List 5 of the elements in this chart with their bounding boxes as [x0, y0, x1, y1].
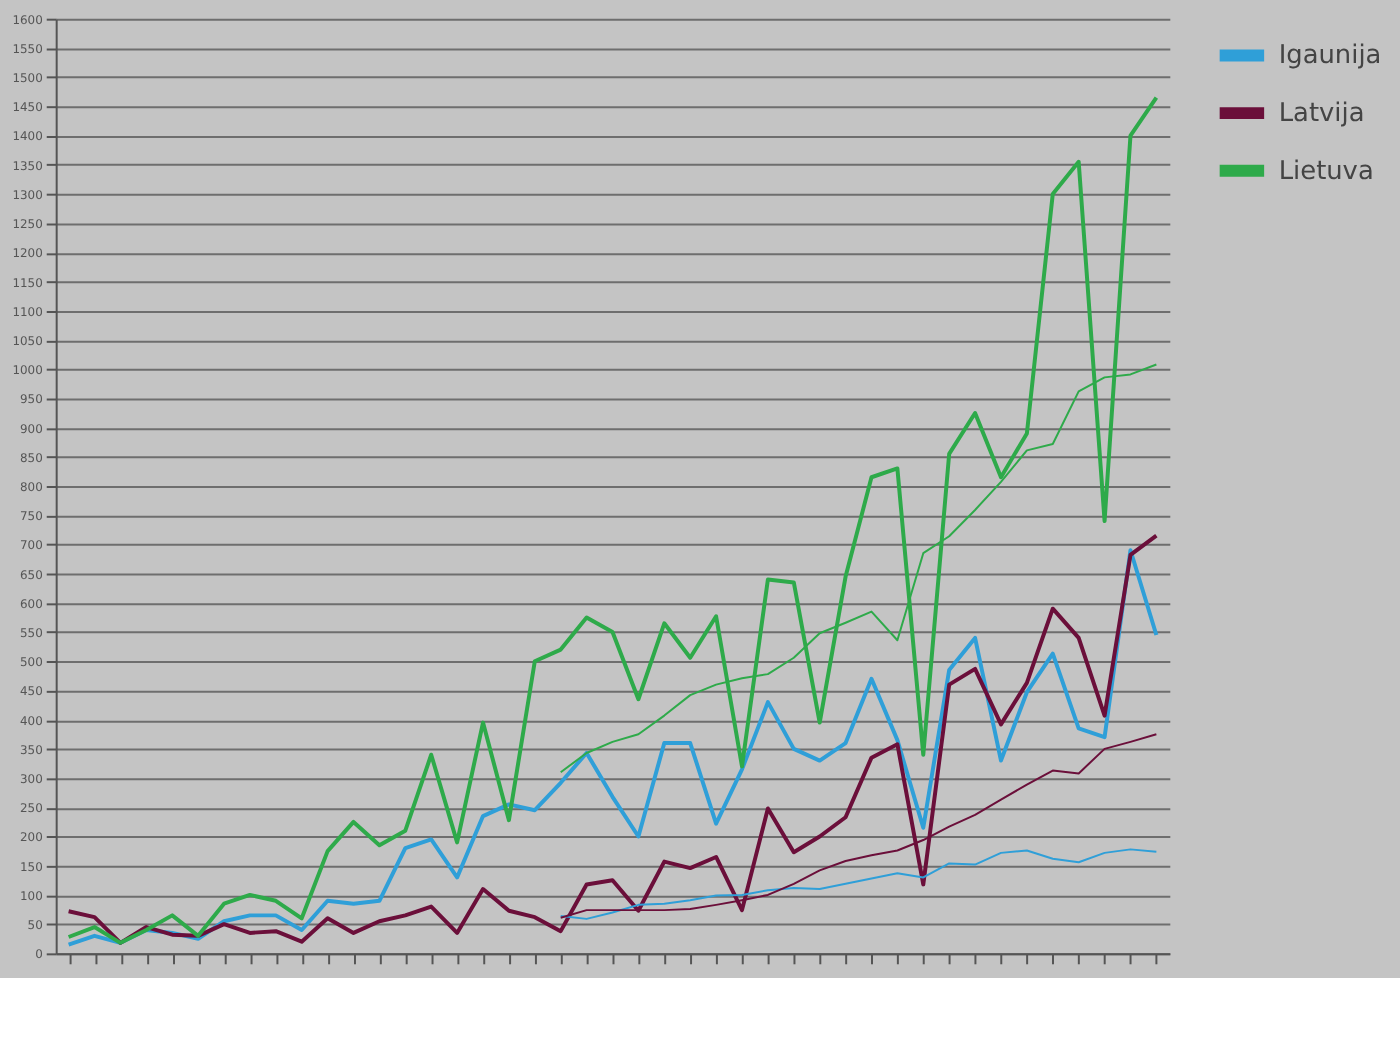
line-series — [559, 848, 1158, 920]
legend-label: Lietuva — [1278, 156, 1374, 187]
line-series — [66, 95, 1159, 945]
legend-label: Latvija — [1278, 99, 1365, 130]
legend-label: Igaunija — [1278, 41, 1382, 72]
